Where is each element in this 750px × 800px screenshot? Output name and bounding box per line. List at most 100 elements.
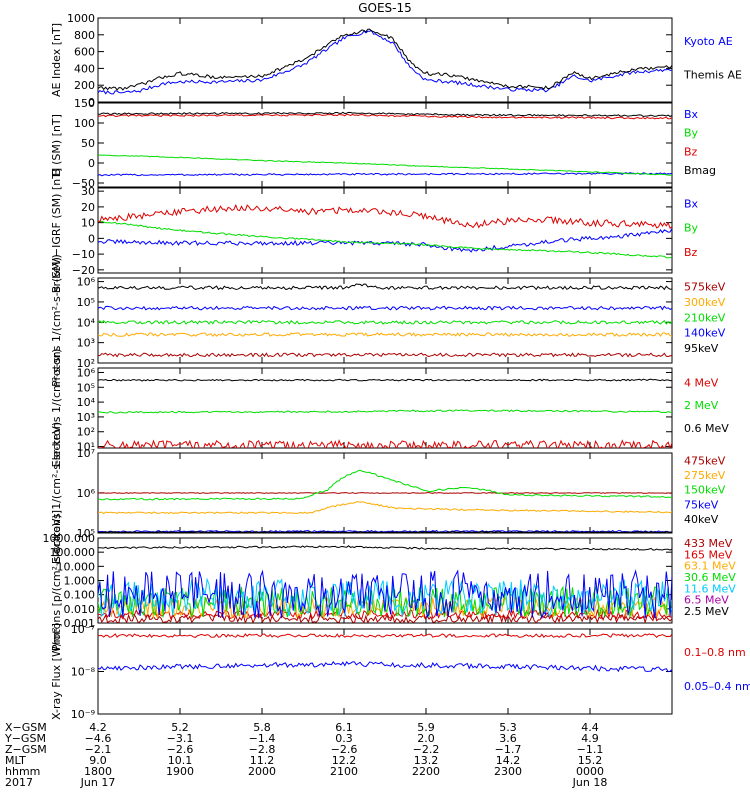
y-tick-label: 10⁶ <box>77 276 96 289</box>
y-tick-label: 200 <box>74 79 95 92</box>
panel-electrons1: 10¹ 10² 10³ 10⁴ 10⁵ 10⁶ Electrons 1/(cm²-s-sr)… <box>50 349 729 468</box>
series-group <box>98 28 672 95</box>
x-axis-value: −4.6 <box>85 732 112 745</box>
x-axis-value: 2.0 <box>417 732 435 745</box>
x-axis-value: 12.2 <box>332 754 357 767</box>
panel-ae: 0 200 400 600 800 1000 AE Index [nT] Kyoto AE Th… <box>50 12 742 109</box>
series-line-40kev <box>98 531 672 533</box>
y-tick-label: 1000.000 <box>43 532 96 545</box>
y-tick-label: 10⁵ <box>77 296 95 309</box>
series-group <box>98 378 672 448</box>
series-label: 30.6 MeV <box>684 571 736 584</box>
y-tick-label: 150 <box>74 97 95 110</box>
series-line-themis-ae <box>98 28 672 91</box>
y-tick-label: 800 <box>74 29 95 42</box>
series-label: 95keV <box>684 342 719 355</box>
y-tick-label: 1000 <box>67 12 95 25</box>
x-axis-value: −2.6 <box>167 743 194 756</box>
x-axis-value: 13.2 <box>414 754 439 767</box>
y-tick-label: 400 <box>74 62 95 75</box>
x-axis-value: 2000 <box>248 765 276 778</box>
y-axis-label: Protons 1/(cm²-s-sr-keV) <box>50 254 63 387</box>
y-tick-label: 10⁻⁸ <box>71 666 96 679</box>
series-label: 6.5 MeV <box>684 594 729 607</box>
x-axis-row-label: hhmm <box>5 765 40 778</box>
panel-frame <box>97 277 673 364</box>
plot-title: GOES-15 <box>358 1 412 15</box>
series-line-0-1-0-8-nm <box>98 633 672 639</box>
series-group <box>98 111 672 177</box>
series-label: 150keV <box>684 484 726 497</box>
series-line-4-mev <box>98 439 672 448</box>
y-tick-label: 10⁶ <box>77 366 96 379</box>
y-tick-label: 10³ <box>77 411 95 424</box>
panel-xray: 10⁻⁹ 10⁻⁸ 10⁻⁷ X-ray Flux [W/m²] 0.1–0.8 nm 0… <box>50 623 750 721</box>
series-line-300kev <box>98 332 672 337</box>
x-axis-value: Jun 17 <box>80 776 116 789</box>
series-line-bx <box>98 228 672 253</box>
panel-frame <box>97 367 673 449</box>
x-axis-value: 2100 <box>330 765 358 778</box>
series-line-2-5-mev <box>98 545 672 551</box>
panel-frame <box>97 17 673 103</box>
x-axis-row-label: 2017 <box>5 776 33 789</box>
series-line-by <box>98 154 672 176</box>
x-axis-value: 5.2 <box>171 721 189 734</box>
y-tick-label: 100 <box>74 117 95 130</box>
series-group <box>98 469 672 533</box>
series-label: 210keV <box>684 311 726 324</box>
panel-protons1: 10² 10³ 10⁴ 10⁵ 10⁶ Protons 1/(cm²-s-sr-keV) 5… <box>50 254 726 387</box>
series-label: 0.1–0.8 nm <box>684 646 746 659</box>
y-axis-label: AE Index [nT] <box>50 23 63 97</box>
x-axis-value: 4.4 <box>581 721 599 734</box>
y-tick-label: 10² <box>77 357 95 370</box>
x-axis-value: −1.4 <box>249 732 276 745</box>
series-group <box>98 203 672 259</box>
series-label: 475keV <box>684 455 726 468</box>
y-tick-label: −10 <box>72 248 95 261</box>
series-group <box>98 283 672 358</box>
series-group <box>98 545 672 623</box>
y-tick-label: 10³ <box>77 337 95 350</box>
x-axis-value: 3.6 <box>499 732 517 745</box>
y-tick-label: 10.000 <box>57 560 96 573</box>
y-axis-label: X-ray Flux [W/m²] <box>50 623 63 720</box>
x-axis-row-label: Y−GSM <box>4 732 46 745</box>
series-label: By <box>684 127 699 140</box>
x-axis-value: 6.1 <box>335 721 353 734</box>
series-label: 575keV <box>684 280 726 293</box>
x-axis-value: 0.3 <box>335 732 353 745</box>
series-label: 2.5 MeV <box>684 605 729 618</box>
series-line-150kev <box>98 469 672 501</box>
series-label: Themis AE <box>683 68 742 81</box>
y-tick-label: −50 <box>72 177 95 190</box>
panel-frame <box>97 102 673 188</box>
y-tick-label: 1.000 <box>64 575 96 588</box>
series-label: Kyoto AE <box>684 35 733 48</box>
x-axis-value: −1.1 <box>577 743 604 756</box>
y-tick-label: −20 <box>72 264 95 277</box>
series-line-275kev <box>98 501 672 515</box>
x-axis-value: −2.8 <box>249 743 276 756</box>
y-tick-label: 0.100 <box>64 589 96 602</box>
y-tick-label: 0 <box>88 232 95 245</box>
x-axis-value: 0000 <box>576 765 604 778</box>
panel-frame <box>97 628 673 715</box>
y-tick-label: 10¹ <box>77 441 95 454</box>
panel-frame <box>97 187 673 274</box>
series-line-475kev <box>98 492 672 494</box>
series-label: Bz <box>684 246 698 259</box>
x-axis-value: 2300 <box>494 765 522 778</box>
series-line-63-1-mev <box>98 596 672 620</box>
y-axis-label: B (SM) [nT] <box>50 114 63 176</box>
series-label: 300keV <box>684 296 726 309</box>
x-axis-value: −2.2 <box>413 743 440 756</box>
series-line-bmag <box>98 111 672 118</box>
x-axis-value: 1900 <box>166 765 194 778</box>
x-axis-value: 14.2 <box>496 754 521 767</box>
series-line-210kev <box>98 319 672 325</box>
y-tick-label: 600 <box>74 46 95 59</box>
series-label: 0.05–0.4 nm <box>684 680 750 693</box>
